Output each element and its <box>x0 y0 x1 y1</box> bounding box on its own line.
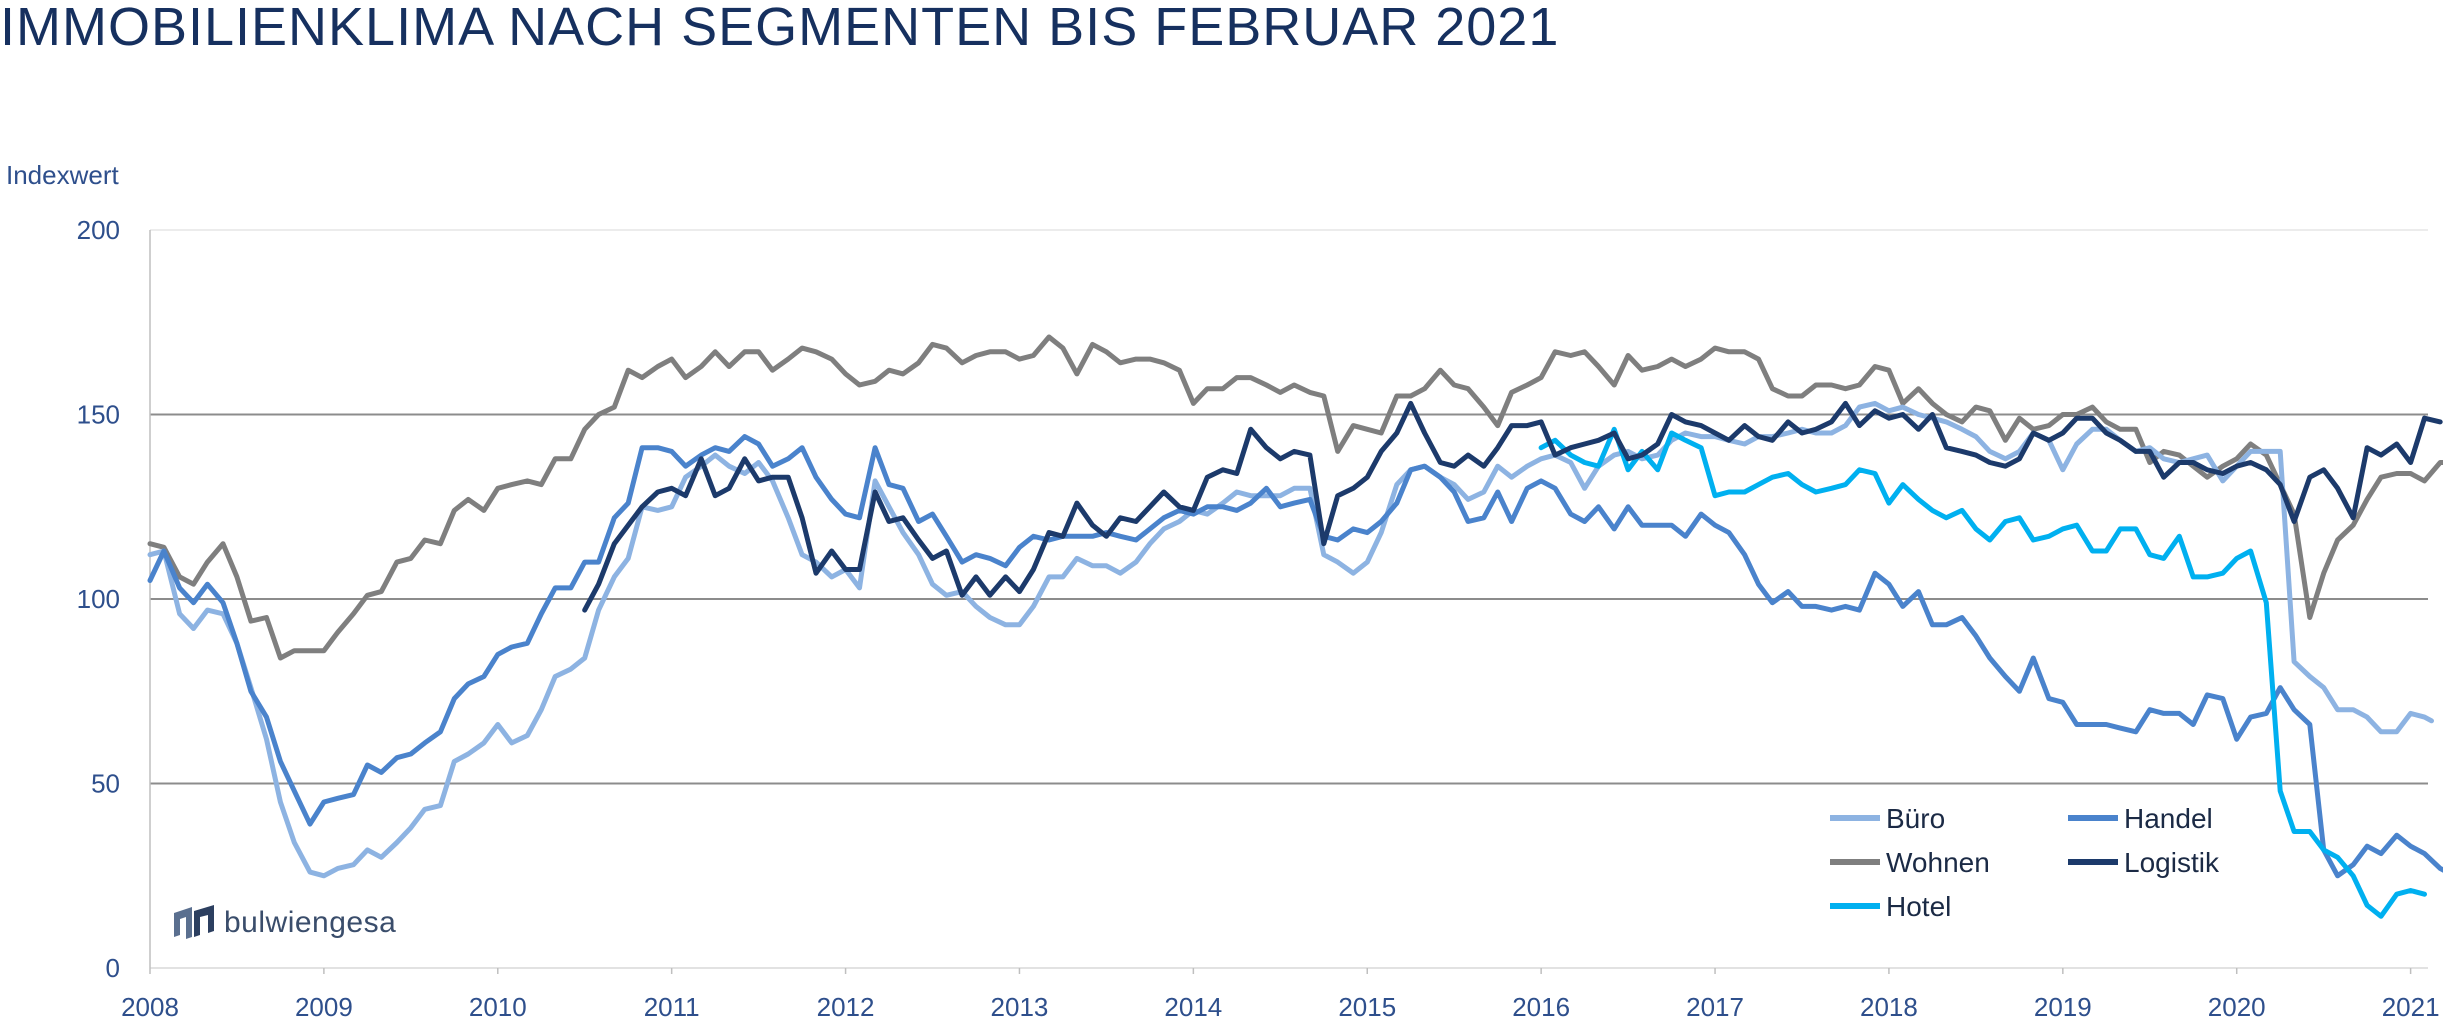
y-tick-label: 100 <box>77 584 120 614</box>
chart-title: IMMOBILIENKLIMA NACH SEGMENTEN BIS FEBRU… <box>0 0 1560 57</box>
x-tick-label: 2014 <box>1164 992 1222 1022</box>
series-lines <box>147 334 2443 919</box>
gridlines <box>150 229 2428 969</box>
series-line-wohnen <box>147 334 2443 661</box>
bulwiengesa-logo-icon <box>174 905 214 939</box>
y-tick-label: 0 <box>106 953 120 983</box>
y-tick-label: 200 <box>77 215 120 245</box>
x-tick-label: 2015 <box>1338 992 1396 1022</box>
legend-label-handel: Handel <box>2124 803 2213 834</box>
x-tick-label: 2010 <box>469 992 527 1022</box>
series-line-handel <box>147 434 2443 879</box>
x-tick-label: 2019 <box>2034 992 2092 1022</box>
legend-label-wohnen: Wohnen <box>1886 847 1990 878</box>
y-axis-label: Indexwert <box>6 160 119 190</box>
y-tick-label: 150 <box>77 400 120 430</box>
series-line-logistik <box>582 400 2443 613</box>
series-line-buero <box>147 400 2434 879</box>
x-tick-label: 2017 <box>1686 992 1744 1022</box>
series-line-hotel <box>1538 426 2427 919</box>
x-tick-label: 2011 <box>644 992 700 1022</box>
x-tick-label: 2016 <box>1512 992 1570 1022</box>
legend-label-buero: Büro <box>1886 803 1945 834</box>
x-tick-label: 2021 <box>2382 992 2440 1022</box>
axes: 0 50 100 150 200 2008 2009 2010 2011 2012 2013 2014… <box>77 215 2440 1022</box>
brand-logo: bulwiengesa <box>172 905 396 941</box>
y-tick-label: 50 <box>91 769 120 799</box>
legend-label-hotel: Hotel <box>1886 891 1951 922</box>
legend-label-logistik: Logistik <box>2124 847 2220 878</box>
legend: Büro Handel Wohnen Logistik Hotel <box>1830 803 2220 922</box>
x-tick-label: 2018 <box>1860 992 1918 1022</box>
x-tick-label: 2020 <box>2208 992 2266 1022</box>
brand-name: bulwiengesa <box>224 906 397 939</box>
x-tick-label: 2013 <box>991 992 1049 1022</box>
x-tick-label: 2008 <box>121 992 179 1022</box>
x-tick-label: 2012 <box>817 992 875 1022</box>
x-tick-label: 2009 <box>295 992 353 1022</box>
